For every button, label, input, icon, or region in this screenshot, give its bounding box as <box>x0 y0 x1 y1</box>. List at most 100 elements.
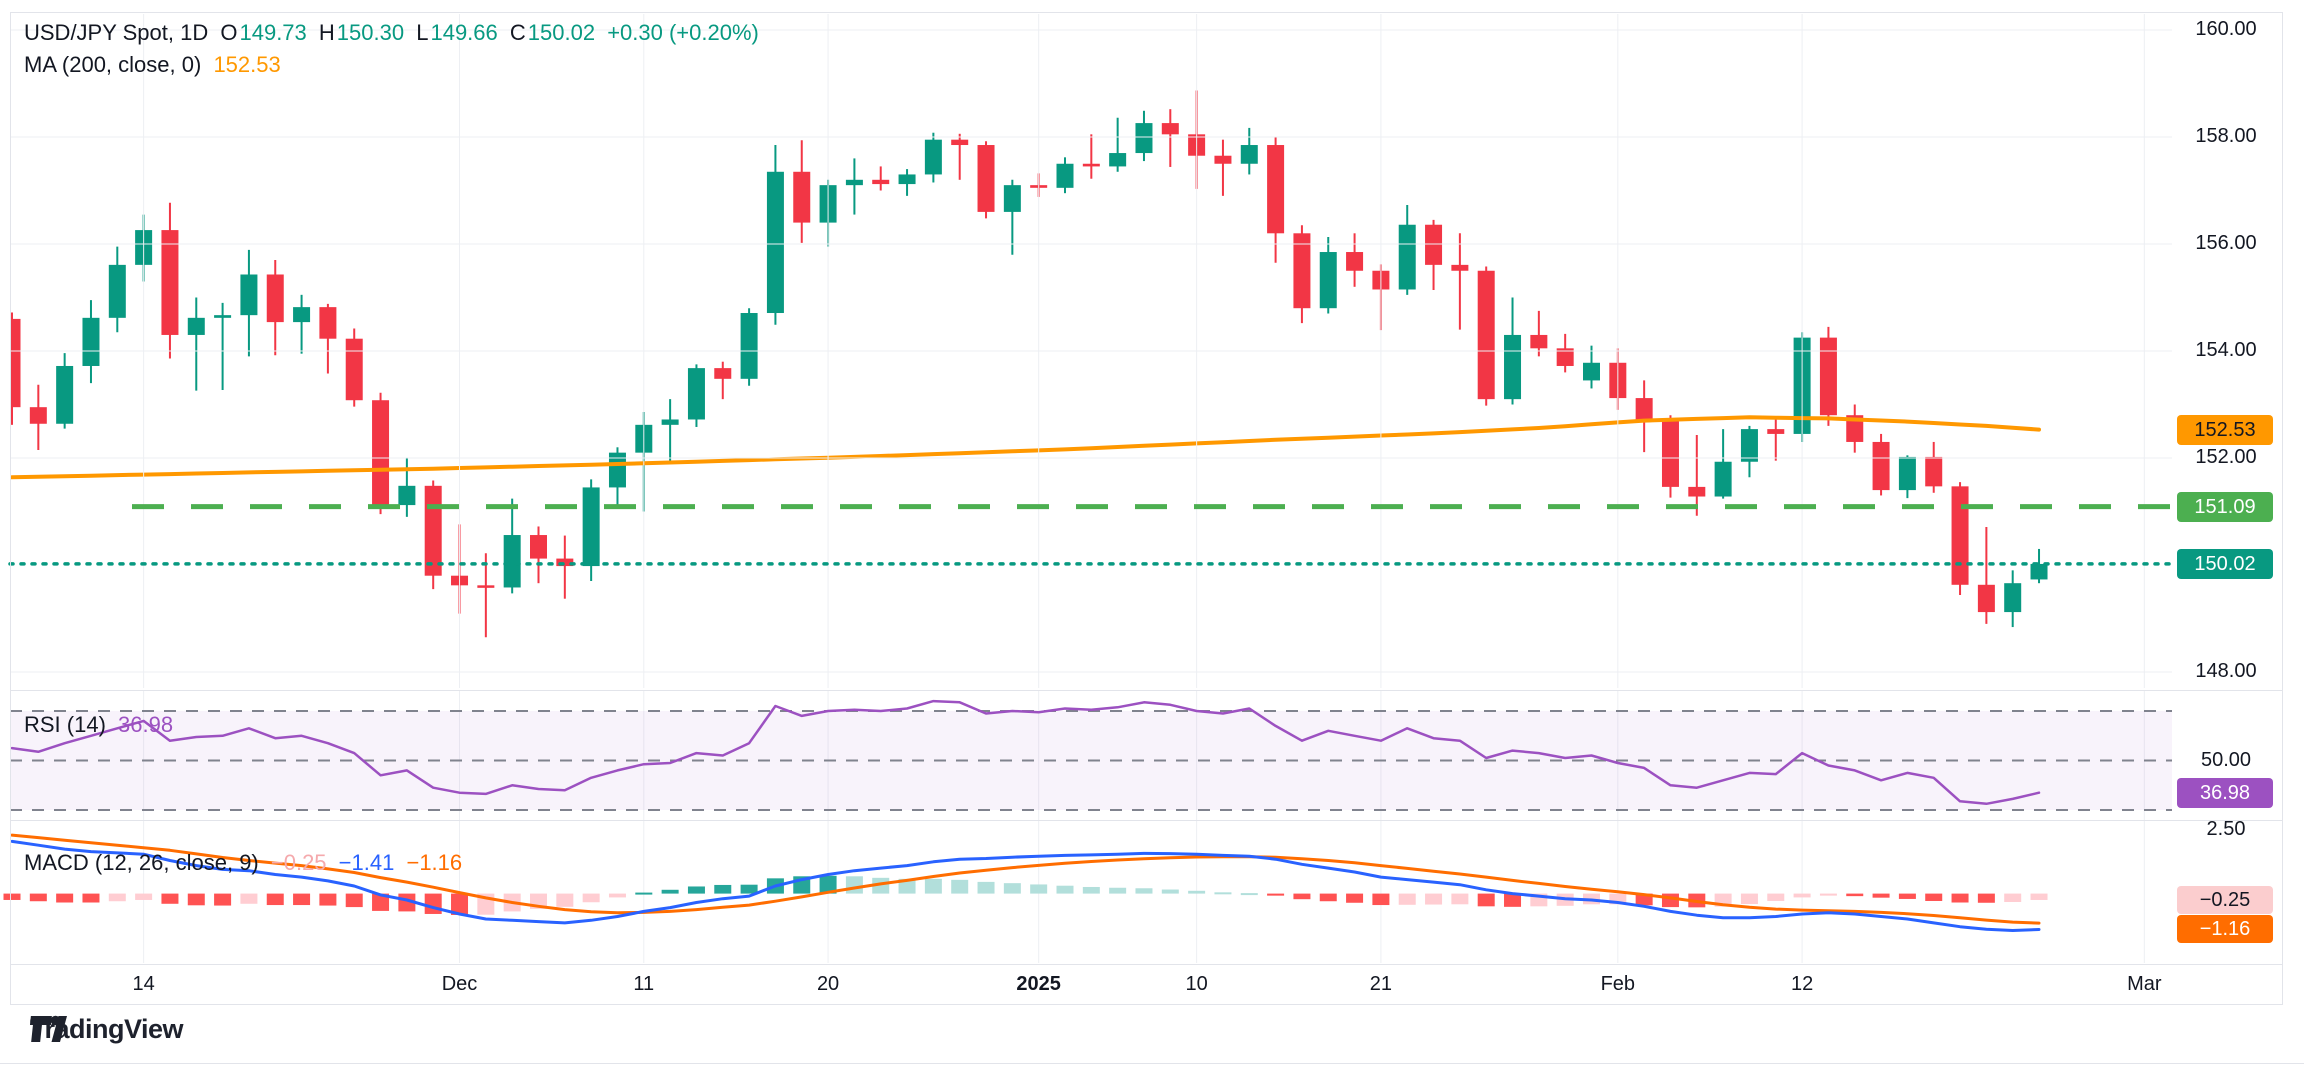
candle[interactable] <box>1767 417 1785 461</box>
candle[interactable] <box>714 361 732 400</box>
candle[interactable] <box>898 169 916 196</box>
candle[interactable] <box>293 294 311 354</box>
candle[interactable] <box>556 535 574 599</box>
candle-body <box>1082 163 1100 167</box>
candle[interactable] <box>530 526 547 584</box>
price-pane[interactable] <box>0 0 2304 690</box>
symbol-title[interactable]: USD/JPY Spot, 1D <box>24 20 209 45</box>
macd-signal-line[interactable] <box>10 833 2041 925</box>
candle[interactable] <box>1267 137 1285 263</box>
candle[interactable] <box>266 260 284 356</box>
candle[interactable] <box>845 158 863 215</box>
candle[interactable] <box>1819 326 1837 426</box>
macd-histogram-bar <box>1609 893 1627 905</box>
candle[interactable] <box>1925 441 1943 493</box>
candle-body <box>845 179 863 186</box>
candle[interactable] <box>608 447 626 509</box>
pane-separator-macd[interactable] <box>10 820 2282 821</box>
candle[interactable] <box>1556 333 1574 373</box>
candle-body <box>1109 153 1127 167</box>
chart-bottom-border <box>10 1004 2282 1005</box>
candle[interactable] <box>4 312 21 425</box>
candle-body <box>898 174 916 185</box>
tradingview-logo[interactable]: TradingView <box>30 1014 184 1045</box>
candle[interactable] <box>1293 225 1311 324</box>
candle[interactable] <box>766 145 784 325</box>
macd-pane[interactable] <box>0 820 2304 964</box>
candle-body <box>608 452 626 488</box>
macd-histogram-bar <box>451 893 469 915</box>
ma-value: 152.53 <box>213 52 281 77</box>
candle[interactable] <box>2004 570 2022 628</box>
candle[interactable] <box>661 399 679 464</box>
candle[interactable] <box>477 553 495 638</box>
candle[interactable] <box>1056 157 1074 194</box>
candle[interactable] <box>1530 310 1548 357</box>
macd-line[interactable] <box>10 839 2041 932</box>
candle[interactable] <box>1135 110 1153 162</box>
rsi-label[interactable]: RSI (14) <box>24 712 106 737</box>
candle[interactable] <box>1477 266 1495 406</box>
candle-body <box>766 171 784 314</box>
candle[interactable] <box>1714 429 1732 499</box>
candle[interactable] <box>977 141 995 219</box>
candle[interactable] <box>924 132 942 183</box>
candle[interactable] <box>1872 433 1890 496</box>
ma200-line[interactable] <box>10 415 2041 480</box>
candle[interactable] <box>319 303 337 374</box>
candle[interactable] <box>240 249 258 357</box>
candle[interactable] <box>1977 527 1995 624</box>
candle[interactable] <box>1583 345 1600 389</box>
candle[interactable] <box>793 140 811 243</box>
candle[interactable] <box>2030 548 2048 584</box>
candle[interactable] <box>1451 233 1469 330</box>
candle[interactable] <box>951 133 969 180</box>
rsi-line[interactable] <box>10 699 2041 806</box>
candle[interactable] <box>82 300 100 384</box>
candle[interactable] <box>582 479 600 582</box>
candle[interactable] <box>1214 139 1232 196</box>
candle[interactable] <box>214 302 232 391</box>
candle[interactable] <box>1661 415 1679 498</box>
ma-label[interactable]: MA (200, close, 0) <box>24 52 202 77</box>
candle[interactable] <box>1082 134 1100 179</box>
candle-body <box>1293 233 1311 309</box>
candle[interactable] <box>1161 109 1179 167</box>
candle[interactable] <box>1398 204 1416 295</box>
macd-histogram-bar <box>1661 893 1679 908</box>
candle[interactable] <box>687 364 705 427</box>
candle-body <box>82 317 100 366</box>
candle[interactable] <box>108 246 126 333</box>
candle[interactable] <box>372 392 390 515</box>
candle[interactable] <box>345 328 363 407</box>
candle[interactable] <box>187 297 205 391</box>
pane-separator-rsi[interactable] <box>10 690 2282 691</box>
macd-label[interactable]: MACD (12, 26, close, 9) <box>24 850 259 875</box>
candle[interactable] <box>740 308 758 386</box>
candle[interactable] <box>398 457 416 517</box>
candle[interactable] <box>29 384 47 450</box>
candle[interactable] <box>1240 127 1258 175</box>
candle[interactable] <box>1109 117 1127 172</box>
candle[interactable] <box>56 353 74 429</box>
candle[interactable] <box>1846 404 1864 453</box>
candle[interactable] <box>1003 179 1021 255</box>
candle-body <box>530 535 547 559</box>
candle[interactable] <box>424 480 442 590</box>
candle[interactable] <box>1425 219 1443 291</box>
candle-body <box>1846 415 1864 442</box>
macd-histogram-bar <box>1740 893 1758 905</box>
rsi-pane[interactable] <box>0 690 2304 820</box>
candle[interactable] <box>1346 233 1364 287</box>
candle[interactable] <box>503 498 521 594</box>
time-axis-separator <box>10 964 2282 965</box>
candle[interactable] <box>1898 455 1916 499</box>
candle[interactable] <box>872 166 890 191</box>
candle[interactable] <box>1740 425 1758 478</box>
candle[interactable] <box>161 202 179 359</box>
candle[interactable] <box>1688 434 1706 516</box>
candle[interactable] <box>1635 380 1653 453</box>
candle[interactable] <box>1319 237 1337 314</box>
candle[interactable] <box>1951 482 1969 595</box>
candle-body <box>477 585 495 588</box>
